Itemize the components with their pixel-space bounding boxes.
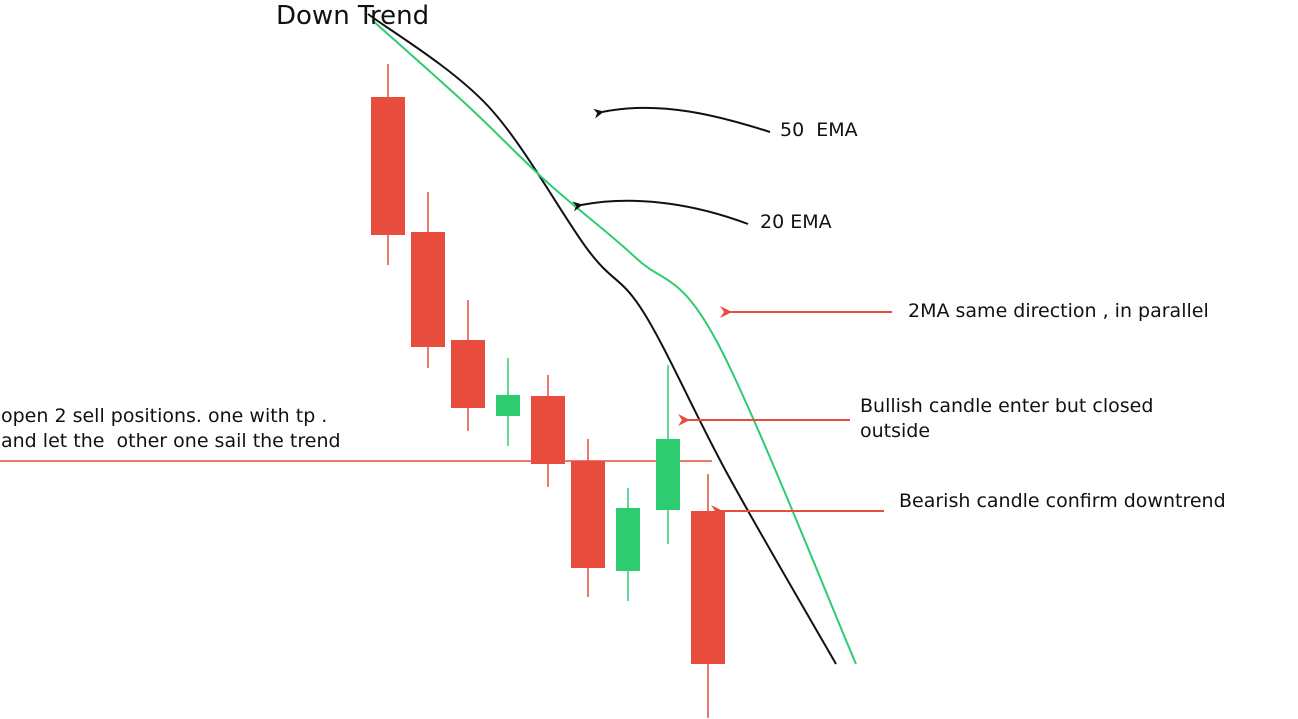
ema50-label: 50 EMA	[780, 119, 858, 141]
entry-note-line1: open 2 sell positions. one with tp .	[1, 405, 327, 427]
ema20-pointer-arrow	[572, 199, 749, 225]
candle-1-bearish	[371, 97, 405, 235]
ema20-label: 20 EMA	[760, 211, 832, 233]
bearish-note: Bearish candle confirm downtrend	[899, 490, 1226, 512]
candle-9-bearish	[691, 511, 725, 664]
ema50-line	[367, 13, 837, 665]
candle-3-bearish	[451, 340, 485, 408]
bullish-note-line2: outside	[860, 420, 930, 442]
candle-2-bearish	[411, 232, 445, 347]
candle-5-bearish	[531, 396, 565, 464]
ema20-line	[371, 19, 857, 665]
candle-7-bullish	[616, 508, 640, 571]
candle-6-bearish	[571, 461, 605, 568]
bullish-note-line1: Bullish candle enter but closed	[860, 395, 1153, 417]
candle-4-bullish	[496, 395, 520, 416]
entry-note-line2: and let the other one sail the trend	[1, 430, 341, 452]
chart-title: Down Trend	[276, 1, 429, 31]
candle-8-bullish	[656, 439, 680, 510]
ema50-pointer-arrow	[593, 106, 771, 133]
candlestick-series	[371, 64, 725, 718]
parallel-note: 2MA same direction , in parallel	[908, 300, 1209, 322]
